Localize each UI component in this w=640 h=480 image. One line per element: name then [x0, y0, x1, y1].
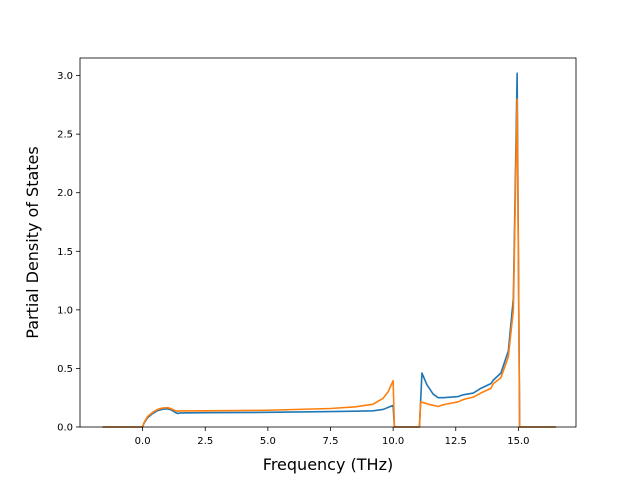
x-tick-label: 10.0 [382, 436, 404, 447]
x-tick-label: 15.0 [507, 436, 529, 447]
x-axis-label: Frequency (THz) [263, 455, 393, 474]
x-tick-label: 7.5 [323, 436, 339, 447]
plot-area-frame [79, 57, 577, 428]
y-tick-label: 2.5 [57, 130, 73, 141]
tick-layer: 0.0 2.5 5.0 7.5 10.0 12.5 15.0 0.0 0.5 1.0 1.5 2.0 2… [57, 71, 529, 447]
series-line-2 [102, 98, 556, 428]
x-tick-label: 5.0 [260, 436, 276, 447]
y-tick-label: 1.5 [57, 247, 73, 258]
y-tick-label: 0.5 [57, 364, 73, 375]
y-tick-label: 0.0 [57, 423, 73, 434]
y-tick-label: 3.0 [57, 71, 73, 82]
x-tick-label: 12.5 [445, 436, 467, 447]
x-tick-label: 0.0 [135, 436, 151, 447]
series-line-1 [102, 72, 556, 428]
y-tick-label: 2.0 [57, 188, 73, 199]
y-axis-label: Partial Density of States [23, 146, 42, 338]
x-tick-label: 2.5 [197, 436, 213, 447]
series-layer [102, 72, 556, 428]
y-tick-label: 1.0 [57, 305, 73, 316]
